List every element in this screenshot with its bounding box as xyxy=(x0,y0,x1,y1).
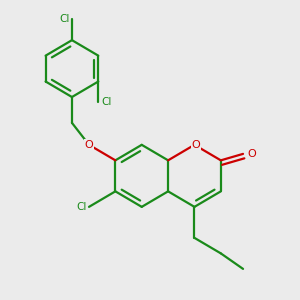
Text: Cl: Cl xyxy=(76,202,86,212)
Text: Cl: Cl xyxy=(101,97,111,107)
Text: O: O xyxy=(191,140,200,150)
Text: O: O xyxy=(247,149,256,159)
Text: O: O xyxy=(85,140,93,150)
Text: Cl: Cl xyxy=(59,14,69,25)
